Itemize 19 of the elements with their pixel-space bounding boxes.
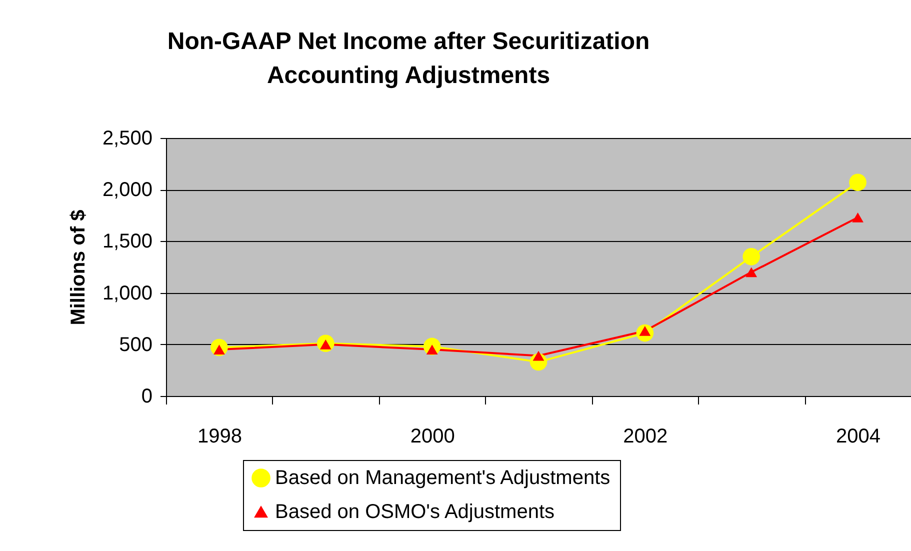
x-tick-label: 2004	[836, 426, 881, 448]
legend-label: Based on OSMO's Adjustments	[275, 501, 555, 523]
y-tick-label: 500	[119, 334, 152, 356]
y-axis-title: Millions of $	[67, 210, 90, 326]
point	[852, 212, 864, 222]
y-tick-label: 1,000	[102, 282, 152, 304]
y-tick-label: 2,000	[102, 179, 152, 202]
point	[746, 267, 758, 278]
point	[532, 350, 544, 361]
y-tick-label: 0	[141, 386, 152, 408]
y-tick-label: 1,500	[102, 230, 152, 253]
x-tick-label: 2002	[623, 426, 668, 448]
x-tick-label: 1998	[197, 426, 242, 448]
legend-label: Based on Management's Adjustments	[275, 467, 610, 489]
point	[742, 248, 760, 266]
x-tick-label: 2000	[410, 426, 455, 448]
y-tick-label: 2,500	[102, 128, 152, 150]
point	[849, 174, 866, 192]
chart-title: Non-GAAP Net Income after Securitization Accounting Adjustments	[167, 28, 650, 89]
